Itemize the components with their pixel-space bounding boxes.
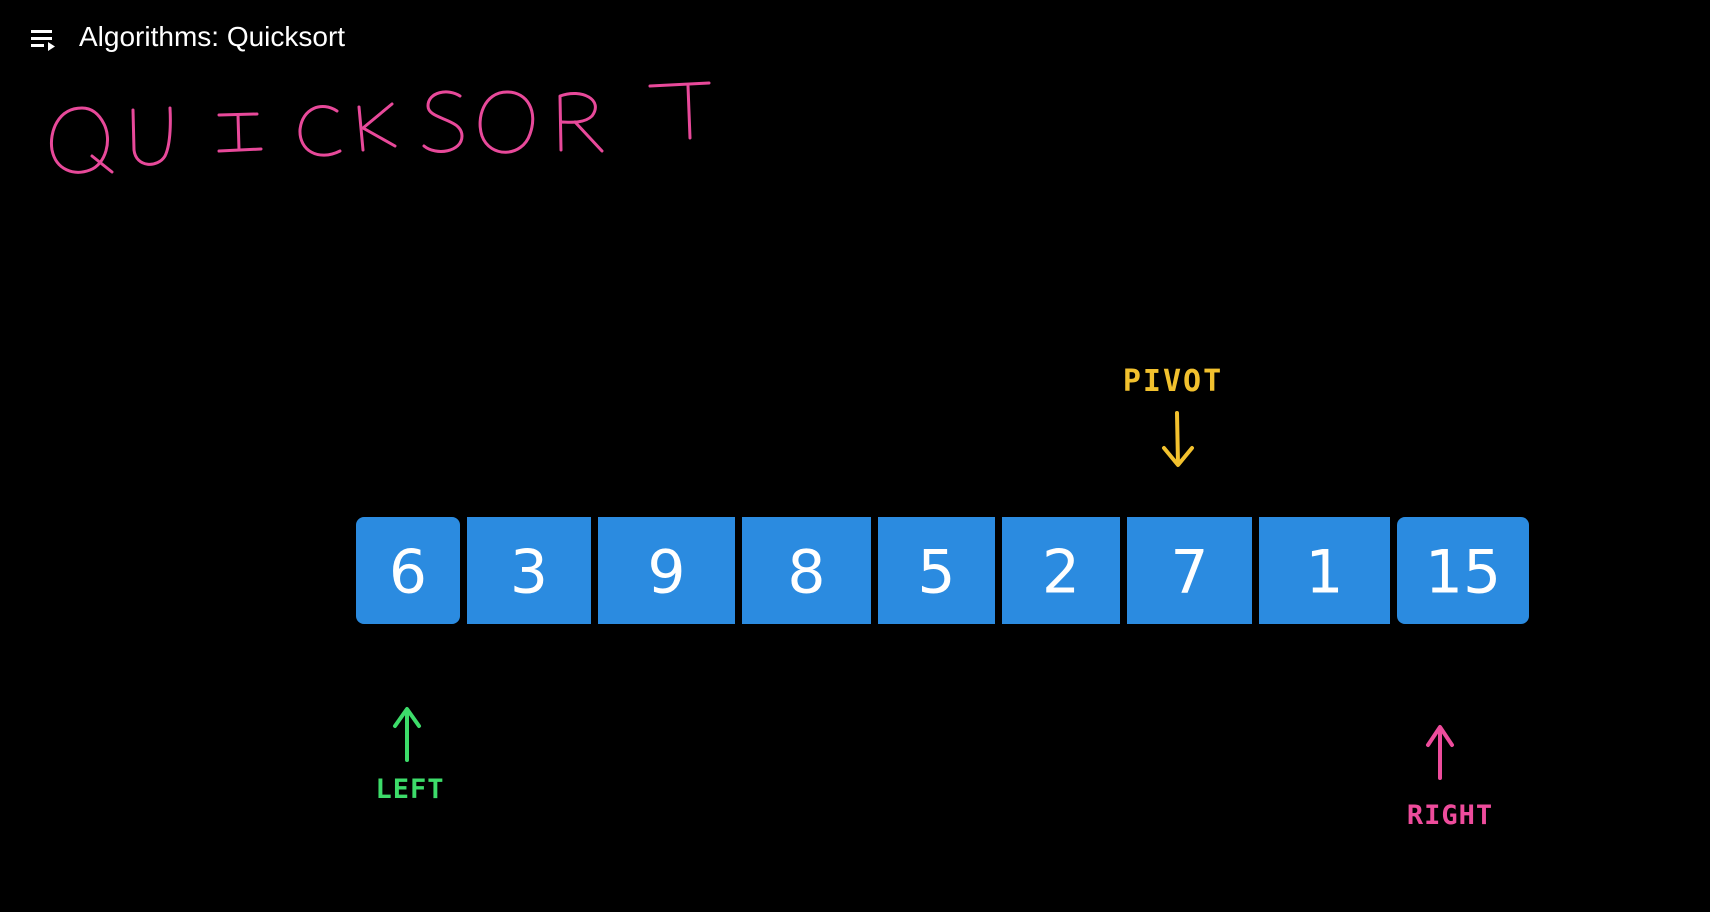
array-cell-value: 7 [1170, 538, 1208, 608]
array-cell-value: 2 [1042, 538, 1080, 608]
array-cell: 7 [1127, 517, 1252, 624]
video-title[interactable]: Algorithms: Quicksort [79, 21, 346, 52]
array-cell-value: 15 [1425, 538, 1501, 608]
playlist-icon [31, 30, 55, 51]
array-cell-box [1127, 517, 1252, 624]
right-label: RIGHT [1407, 800, 1493, 831]
array-cell-box [1259, 517, 1390, 624]
array-cell: 6 [356, 517, 460, 624]
array: 6 3 9 8 5 2 7 1 15 [356, 517, 1529, 624]
array-cell-value: 9 [647, 538, 685, 608]
player-top-bar: Algorithms: Quicksort [0, 0, 1710, 76]
array-cell: 2 [1002, 517, 1120, 624]
quicksort-heading [49, 81, 711, 174]
array-cell: 15 [1397, 517, 1529, 624]
array-cell: 1 [1259, 517, 1390, 624]
array-cell-box [467, 517, 591, 624]
array-cell: 5 [878, 517, 995, 624]
left-arrow-icon [393, 707, 421, 762]
left-label: LEFT [375, 774, 444, 805]
array-cell: 8 [742, 517, 871, 624]
array-cell-box [356, 517, 460, 624]
right-arrow-icon [1426, 725, 1454, 780]
array-cell-box [1002, 517, 1120, 624]
array-cell-value: 8 [787, 538, 825, 608]
array-cell: 3 [467, 517, 591, 624]
array-cell-box [878, 517, 995, 624]
array-cell-box [598, 517, 735, 624]
array-cell-box [742, 517, 871, 624]
array-cell-value: 6 [389, 538, 427, 608]
array-cell: 9 [598, 517, 735, 624]
array-cell-value: 3 [510, 538, 548, 608]
array-cell-value: 1 [1305, 538, 1343, 608]
array-cell-value: 5 [917, 538, 955, 608]
array-cell-box [1397, 517, 1529, 624]
playlist-button[interactable] [28, 25, 64, 57]
pivot-arrow-icon [1162, 411, 1194, 467]
pivot-label: PIVOT [1123, 364, 1223, 399]
